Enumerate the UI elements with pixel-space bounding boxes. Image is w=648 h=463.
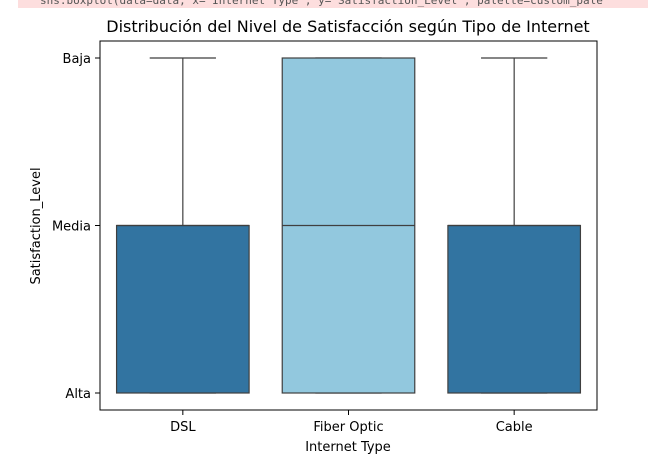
box [447,224,582,394]
x-tick-label: Fiber Optic [313,420,383,435]
box-group-cable [447,57,582,394]
y-tick-label: Alta [65,387,91,402]
y-axis-ticks: Alta Media Baja [52,52,100,402]
y-tick-label: Media [52,220,91,235]
code-snippet-strip: sns.boxplot(data=data, x='Internet Type'… [18,0,648,8]
box-group-fiber-optic [281,57,416,394]
x-axis-ticks: DSL Fiber Optic Cable [170,410,533,435]
boxes-layer [115,57,582,394]
box-group-dsl [115,57,250,394]
y-tick-label: Baja [63,52,91,67]
chart-title: Distribución del Nivel de Satisfacción s… [106,17,589,36]
y-axis-label: Satisfaction_Level [29,167,44,284]
x-tick-label: DSL [170,420,196,435]
x-tick-label: Cable [496,420,533,435]
x-axis-label: Internet Type [305,440,391,455]
box [115,224,250,394]
